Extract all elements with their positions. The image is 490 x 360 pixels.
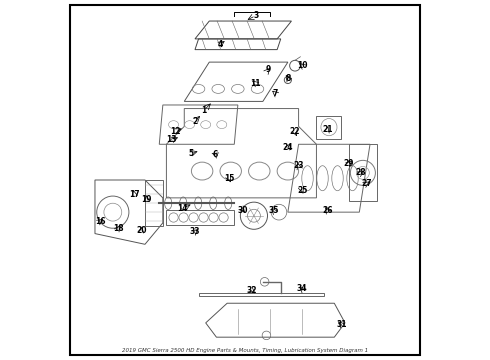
Text: 3: 3 bbox=[253, 11, 258, 20]
Text: 22: 22 bbox=[290, 127, 300, 136]
Text: 14: 14 bbox=[177, 204, 188, 213]
Text: 29: 29 bbox=[343, 159, 354, 168]
Text: 19: 19 bbox=[142, 195, 152, 204]
Text: 1: 1 bbox=[201, 106, 207, 115]
Text: 18: 18 bbox=[113, 224, 123, 233]
Text: 15: 15 bbox=[224, 174, 234, 183]
Text: 31: 31 bbox=[336, 320, 347, 329]
Text: 32: 32 bbox=[247, 286, 257, 295]
Text: 35: 35 bbox=[269, 206, 279, 215]
Text: 17: 17 bbox=[129, 190, 140, 199]
Text: 12: 12 bbox=[170, 127, 181, 136]
Text: 2019 GMC Sierra 2500 HD Engine Parts & Mounts, Timing, Lubrication System Diagra: 2019 GMC Sierra 2500 HD Engine Parts & M… bbox=[122, 348, 368, 353]
Text: 25: 25 bbox=[297, 186, 307, 195]
Text: 8: 8 bbox=[285, 74, 291, 83]
Text: 20: 20 bbox=[136, 225, 147, 234]
Text: 2: 2 bbox=[193, 117, 197, 126]
Text: 16: 16 bbox=[95, 217, 105, 226]
Text: 26: 26 bbox=[322, 206, 332, 215]
Text: 33: 33 bbox=[190, 227, 200, 236]
Text: 27: 27 bbox=[361, 179, 372, 188]
Text: 34: 34 bbox=[297, 284, 307, 293]
Text: 30: 30 bbox=[238, 206, 248, 215]
Text: 10: 10 bbox=[297, 61, 307, 70]
Text: 4: 4 bbox=[218, 40, 222, 49]
Text: 7: 7 bbox=[272, 89, 278, 98]
Text: 28: 28 bbox=[356, 168, 367, 177]
Text: 11: 11 bbox=[250, 79, 261, 88]
Text: 24: 24 bbox=[283, 143, 293, 152]
Text: 21: 21 bbox=[322, 126, 332, 135]
Text: 9: 9 bbox=[266, 66, 271, 75]
Text: 23: 23 bbox=[294, 161, 304, 170]
Text: 5: 5 bbox=[189, 149, 194, 158]
Text: 13: 13 bbox=[167, 135, 177, 144]
Text: 6: 6 bbox=[212, 150, 217, 159]
